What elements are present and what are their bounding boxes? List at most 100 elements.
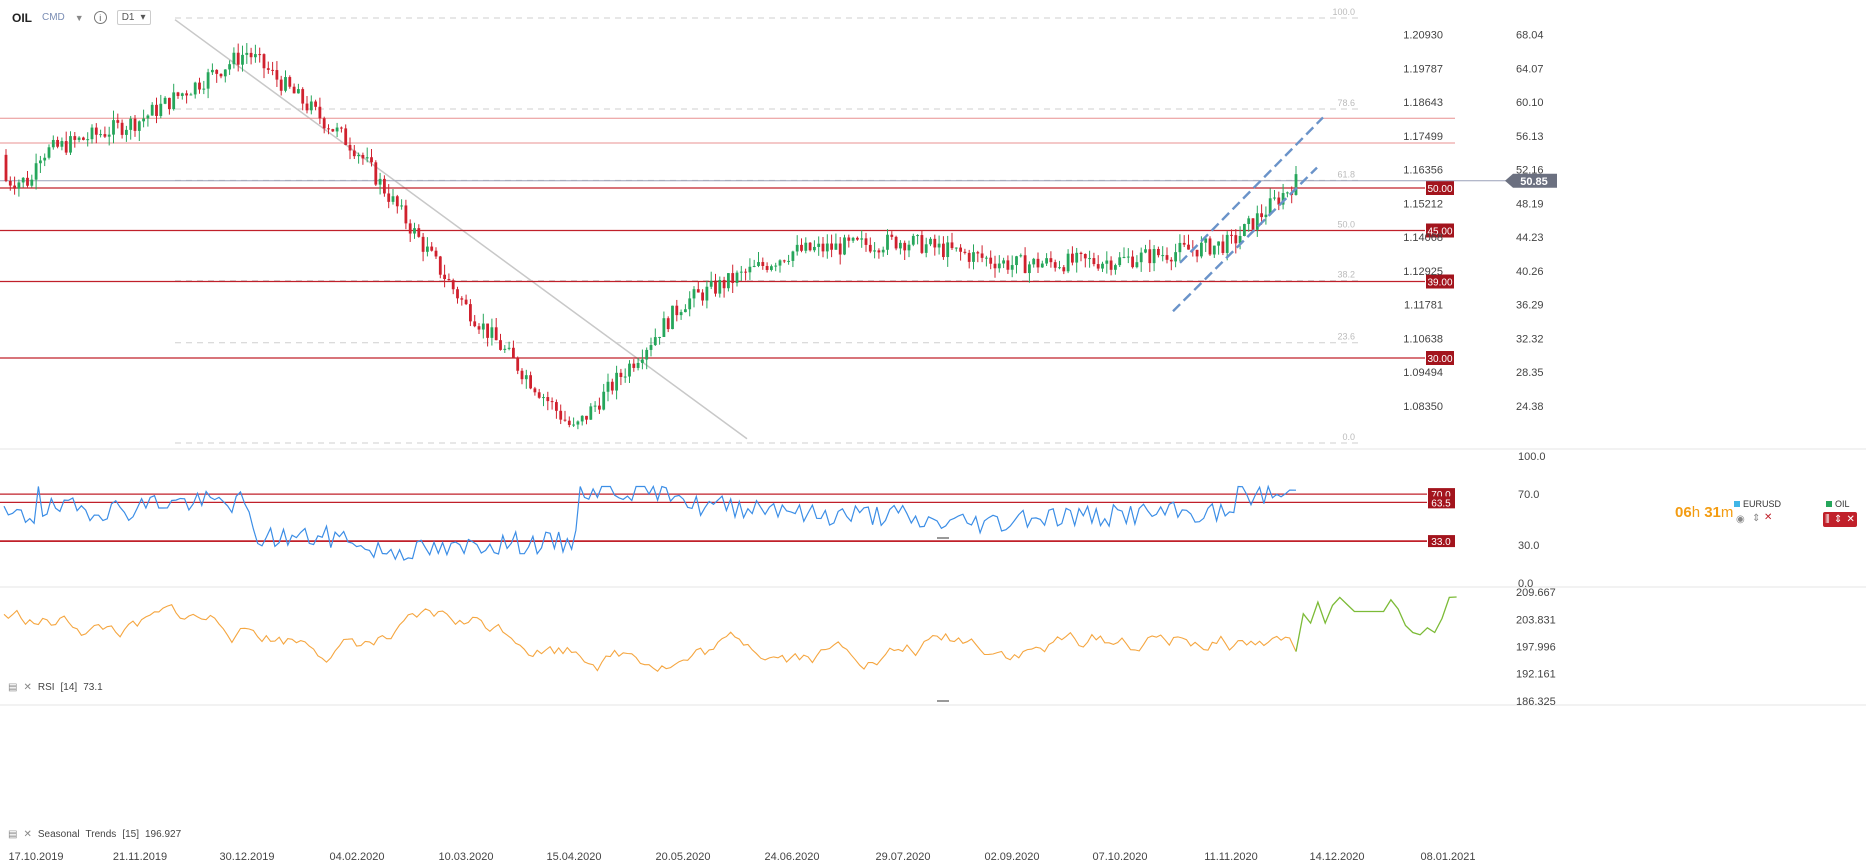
candle-body[interactable] [1217, 241, 1220, 246]
candle-body[interactable] [692, 289, 696, 299]
candle-body[interactable] [378, 178, 382, 185]
candle-body[interactable] [1118, 257, 1122, 266]
candle-body[interactable] [950, 242, 954, 249]
candle-body[interactable] [352, 150, 356, 157]
candle-body[interactable] [1273, 197, 1276, 199]
candle-body[interactable] [731, 273, 735, 283]
candle-body[interactable] [86, 139, 90, 141]
candle-body[interactable] [185, 93, 188, 96]
timeframe-select[interactable]: D1 ▾ [116, 10, 151, 25]
candle-body[interactable] [817, 243, 821, 247]
candle-body[interactable] [1230, 234, 1233, 236]
candle-body[interactable] [241, 54, 244, 65]
candle-body[interactable] [413, 228, 416, 234]
candle-body[interactable] [365, 157, 369, 159]
candle-body[interactable] [340, 127, 343, 129]
candle-body[interactable] [34, 163, 38, 180]
candle-body[interactable] [709, 280, 713, 287]
candle-body[interactable] [567, 420, 571, 425]
candle-body[interactable] [980, 253, 984, 258]
candle-body[interactable] [473, 321, 477, 327]
candle-body[interactable] [1144, 249, 1147, 253]
candle-body[interactable] [696, 289, 700, 293]
candle-body[interactable] [524, 375, 528, 380]
candle-body[interactable] [748, 266, 752, 273]
candle-body[interactable] [438, 256, 442, 275]
candle-body[interactable] [254, 54, 257, 58]
candle-body[interactable] [361, 154, 365, 159]
candle-body[interactable] [447, 278, 451, 281]
candle-body[interactable] [21, 177, 25, 183]
candle-body[interactable] [99, 134, 102, 136]
candle-body[interactable] [825, 243, 829, 252]
candle-body[interactable] [1161, 255, 1165, 257]
candle-body[interactable] [275, 70, 279, 80]
candle-body[interactable] [8, 180, 12, 186]
candle-body[interactable] [563, 419, 567, 421]
candle-body[interactable] [675, 305, 679, 316]
candle-body[interactable] [512, 347, 515, 358]
candle-body[interactable] [1088, 258, 1091, 260]
candle-body[interactable] [116, 120, 120, 123]
candle-body[interactable] [1010, 265, 1014, 270]
candle-body[interactable] [1148, 249, 1152, 264]
candle-body[interactable] [688, 298, 692, 310]
candle-body[interactable] [636, 362, 640, 368]
candle-body[interactable] [1281, 193, 1285, 205]
candle-body[interactable] [348, 144, 352, 151]
candle-body[interactable] [1019, 255, 1023, 257]
candle-body[interactable] [129, 118, 133, 130]
candle-body[interactable] [765, 265, 769, 270]
candle-body[interactable] [653, 337, 657, 346]
candle-body[interactable] [189, 94, 193, 96]
candle-body[interactable] [507, 347, 511, 349]
candle-body[interactable] [903, 242, 907, 251]
candle-body[interactable] [666, 318, 670, 330]
candle-body[interactable] [555, 402, 558, 411]
candle-body[interactable] [408, 223, 412, 234]
candle-body[interactable] [198, 82, 201, 90]
candle-body[interactable] [838, 243, 842, 255]
candle-body[interactable] [305, 103, 309, 111]
candle-body[interactable] [959, 247, 962, 252]
candle-body[interactable] [757, 262, 760, 266]
candle-body[interactable] [13, 185, 16, 189]
candle-body[interactable] [1040, 263, 1044, 268]
candle-body[interactable] [370, 157, 373, 163]
candle-body[interactable] [481, 323, 485, 330]
candle-body[interactable] [619, 372, 623, 377]
candle-body[interactable] [954, 247, 958, 249]
candle-body[interactable] [585, 415, 588, 420]
candle-body[interactable] [868, 244, 872, 252]
candle-body[interactable] [284, 77, 287, 91]
candle-body[interactable] [1169, 259, 1173, 262]
candle-body[interactable] [271, 69, 274, 71]
candle-body[interactable] [1002, 260, 1005, 264]
candle-body[interactable] [933, 238, 937, 248]
candle-body[interactable] [1105, 260, 1109, 264]
candle-body[interactable] [894, 236, 898, 249]
candle-body[interactable] [1062, 267, 1066, 272]
candle-body[interactable] [924, 244, 928, 253]
candle-body[interactable] [886, 234, 889, 250]
candle-body[interactable] [279, 79, 283, 91]
candle-body[interactable] [1071, 253, 1074, 263]
candle-body[interactable] [26, 177, 29, 186]
candle-body[interactable] [43, 157, 47, 161]
candle-body[interactable] [460, 298, 464, 300]
candle-body[interactable] [679, 312, 683, 316]
candle-body[interactable] [1152, 248, 1156, 264]
candle-body[interactable] [976, 252, 980, 254]
candle-body[interactable] [77, 137, 81, 140]
candle-body[interactable] [193, 82, 197, 95]
candle-body[interactable] [864, 238, 868, 245]
candle-body[interactable] [1277, 197, 1281, 205]
candle-body[interactable] [469, 304, 472, 322]
settings-icon[interactable]: ▤ [8, 829, 18, 840]
candle-body[interactable] [103, 134, 107, 137]
candle-body[interactable] [64, 141, 68, 153]
candle-body[interactable] [937, 243, 941, 248]
candle-body[interactable] [542, 397, 545, 399]
candle-body[interactable] [589, 406, 593, 420]
candle-body[interactable] [623, 376, 627, 378]
